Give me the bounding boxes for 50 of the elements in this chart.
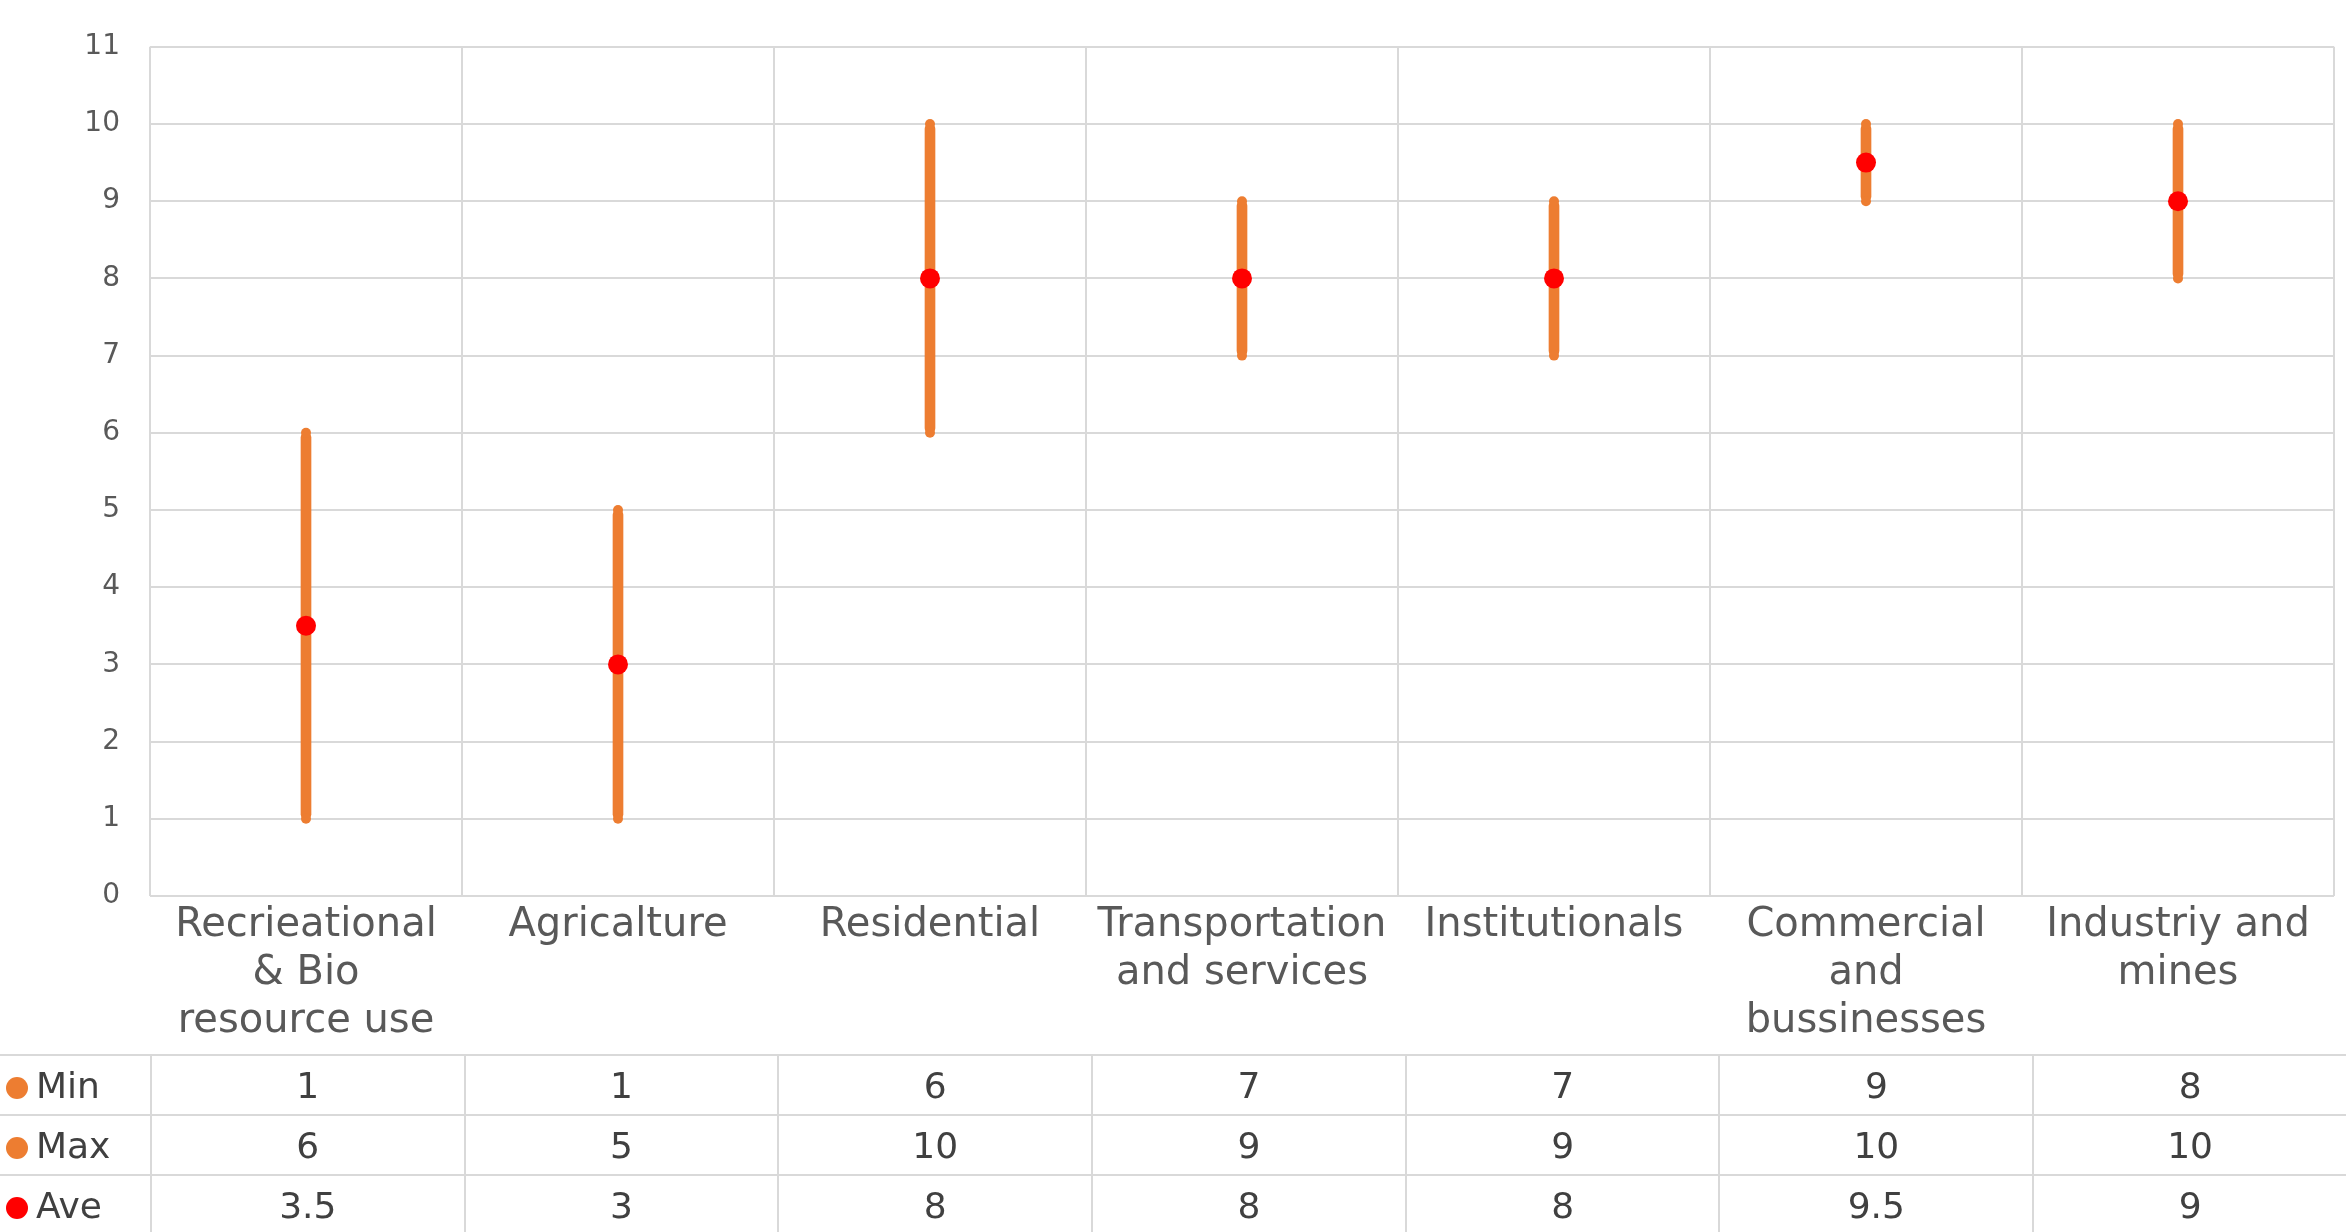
y-tick-label: 9 (102, 182, 120, 216)
data-label: 7 (1092, 1055, 1406, 1115)
y-tick-label: 0 (102, 877, 120, 911)
point (920, 268, 940, 289)
point (1232, 268, 1252, 289)
data-label: 3.5 (150, 1175, 465, 1232)
x-tick-label: Residential (819, 899, 1041, 946)
y-tick-label: 3 (102, 645, 120, 679)
data-label: 7 (1405, 1055, 1720, 1115)
point (608, 654, 628, 675)
x-tick-label: Industriy and mines (2046, 899, 2310, 994)
data-label: 10 (1719, 1115, 2034, 1175)
data-label: 9 (1092, 1115, 1406, 1175)
data-label: 8 (1405, 1175, 1720, 1232)
x-tick-label: Institutionals (1424, 899, 1684, 946)
legend-label: Max (36, 1124, 111, 1166)
data-label: 9 (2033, 1175, 2346, 1232)
point (296, 615, 316, 636)
data-label: 9.5 (1719, 1175, 2034, 1232)
legend-label: Ave (36, 1184, 102, 1226)
data-label: 6 (150, 1115, 465, 1175)
y-tick-label: 5 (102, 491, 120, 525)
y-tick-label: 10 (84, 105, 120, 139)
point (2168, 191, 2188, 212)
x-tick-label: Commercial and bussinesses (1745, 899, 1987, 1042)
data-label: 8 (2033, 1055, 2346, 1115)
x-tick-label: Transportation and services (1096, 899, 1387, 994)
data-label: 1 (150, 1055, 465, 1115)
y-tick-label: 4 (102, 568, 120, 602)
x-tick-label: Recrieational & Bio resource use (175, 899, 437, 1042)
data-label: 3 (464, 1175, 779, 1232)
y-tick-label: 6 (102, 414, 120, 448)
data-label: 8 (1092, 1175, 1406, 1232)
point (1544, 268, 1564, 289)
x-tick-label: Agricalture (508, 899, 728, 946)
legend-label: Min (36, 1064, 100, 1106)
y-tick-label: 2 (102, 722, 120, 756)
y-tick-label: 7 (102, 336, 120, 370)
data-label: 9 (1405, 1115, 1720, 1175)
point (1856, 152, 1876, 173)
y-tick-label: 1 (102, 800, 120, 834)
y-tick-label: 8 (102, 259, 120, 293)
data-label: 10 (2033, 1115, 2346, 1175)
data-label: 10 (778, 1115, 1093, 1175)
data-label: 5 (464, 1115, 779, 1175)
data-label: 9 (1719, 1055, 2034, 1115)
data-label: 8 (778, 1175, 1093, 1232)
y-tick-label: 11 (84, 28, 120, 62)
data-label: 1 (464, 1055, 779, 1115)
data-label: 6 (778, 1055, 1093, 1115)
